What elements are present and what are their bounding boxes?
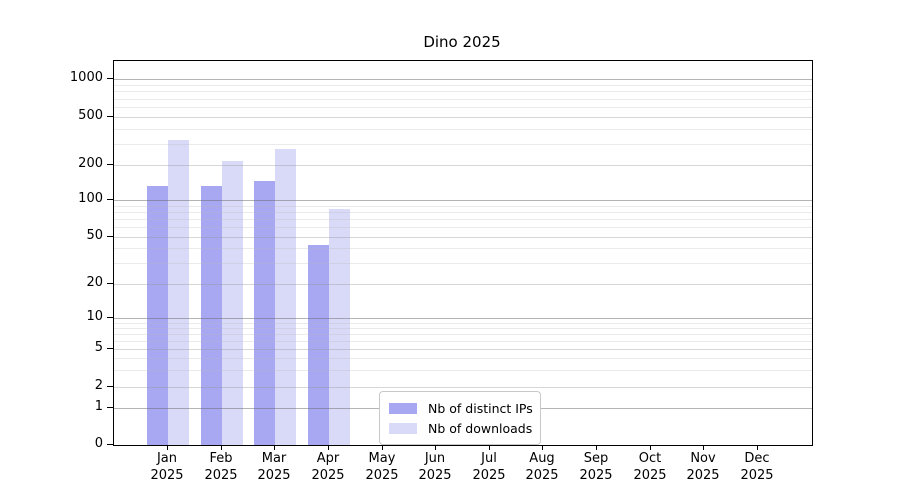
- x-tick-label-oct: Oct 2025: [633, 451, 667, 483]
- bar-jan-series1: [168, 140, 189, 445]
- x-tick-mark-dec: [757, 445, 758, 450]
- x-tick-mark-nov: [703, 445, 704, 450]
- y-tick-mark-1000: [107, 78, 113, 79]
- y-tick-mark-100: [107, 199, 113, 200]
- y-tick-label-10: 10: [86, 309, 103, 324]
- y-tick-label-500: 500: [78, 108, 103, 123]
- bar-apr-series1: [329, 209, 350, 445]
- x-tick-label-aug: Aug 2025: [525, 451, 559, 483]
- legend-entry-distinct-ips: Nb of distinct IPs: [389, 398, 533, 418]
- y-tick-label-5: 5: [94, 340, 103, 355]
- x-tick-mark-oct: [650, 445, 651, 450]
- legend-swatch-downloads: [389, 422, 417, 434]
- x-tick-mark-jul: [489, 445, 490, 450]
- x-tick-label-jun: Jun 2025: [418, 451, 452, 483]
- y-tick-label-1: 1: [94, 399, 103, 414]
- y-tick-mark-500: [107, 116, 113, 117]
- x-tick-mark-jan: [167, 445, 168, 450]
- y-tick-mark-1: [107, 407, 113, 408]
- x-tick-label-nov: Nov 2025: [686, 451, 720, 483]
- x-tick-label-may: May 2025: [365, 451, 399, 483]
- x-tick-mark-sep: [596, 445, 597, 450]
- bar-feb-series1: [222, 161, 243, 445]
- x-tick-mark-may: [382, 445, 383, 450]
- y-tick-mark-20: [107, 283, 113, 284]
- legend-label-downloads: Nb of downloads: [428, 420, 533, 436]
- legend: Nb of distinct IPs Nb of downloads: [379, 391, 541, 445]
- y-tick-label-200: 200: [78, 156, 103, 171]
- bar-mar-series1: [275, 149, 296, 445]
- x-tick-mark-aug: [542, 445, 543, 450]
- x-tick-label-jul: Jul 2025: [472, 451, 506, 483]
- x-tick-label-apr: Apr 2025: [311, 451, 345, 483]
- y-tick-mark-2: [107, 386, 113, 387]
- plot-area: Nb of distinct IPs Nb of downloads: [113, 60, 813, 446]
- x-tick-mark-apr: [328, 445, 329, 450]
- bars-layer: [114, 61, 812, 445]
- legend-label-distinct-ips: Nb of distinct IPs: [428, 400, 533, 416]
- x-tick-label-jan: Jan 2025: [150, 451, 184, 483]
- bar-jan-series0: [147, 186, 168, 445]
- x-tick-label-feb: Feb 2025: [204, 451, 238, 483]
- y-tick-mark-0: [107, 444, 113, 445]
- x-tick-mark-feb: [221, 445, 222, 450]
- y-tick-mark-50: [107, 236, 113, 237]
- chart-title: Dino 2025: [423, 33, 501, 51]
- y-tick-mark-10: [107, 317, 113, 318]
- y-tick-label-2: 2: [94, 378, 103, 393]
- y-tick-label-20: 20: [86, 275, 103, 290]
- y-tick-mark-200: [107, 164, 113, 165]
- x-tick-mark-mar: [274, 445, 275, 450]
- bar-feb-series0: [201, 186, 222, 445]
- y-tick-label-0: 0: [94, 436, 103, 451]
- y-tick-label-50: 50: [86, 228, 103, 243]
- x-tick-label-mar: Mar 2025: [257, 451, 291, 483]
- legend-swatch-distinct-ips: [389, 402, 417, 414]
- bar-apr-series0: [308, 245, 329, 445]
- x-tick-label-dec: Dec 2025: [740, 451, 774, 483]
- legend-entry-downloads: Nb of downloads: [389, 418, 533, 438]
- bar-mar-series0: [254, 181, 275, 445]
- y-tick-mark-5: [107, 348, 113, 349]
- x-tick-label-sep: Sep 2025: [579, 451, 613, 483]
- y-tick-label-1000: 1000: [69, 70, 103, 85]
- y-tick-label-100: 100: [78, 191, 103, 206]
- x-tick-mark-jun: [435, 445, 436, 450]
